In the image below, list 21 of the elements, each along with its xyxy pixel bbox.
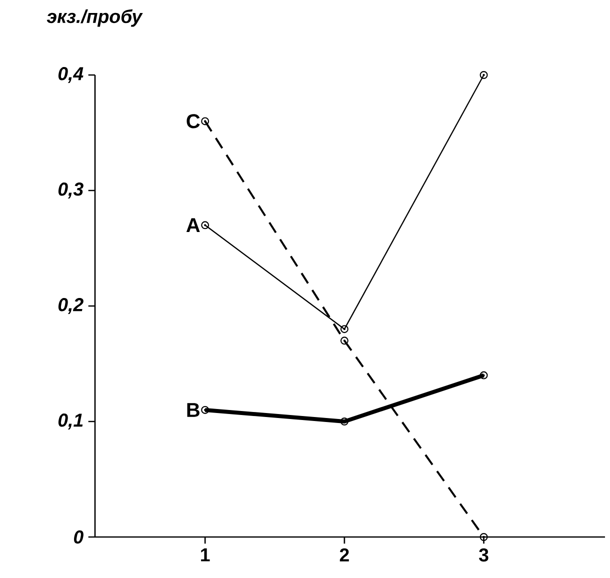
point xyxy=(201,221,210,230)
x-tick-label: 3 xyxy=(479,548,488,562)
point xyxy=(340,336,348,345)
point xyxy=(201,406,210,414)
y-axis-title: экз./пробу xyxy=(46,9,143,27)
point xyxy=(340,325,348,334)
point xyxy=(480,533,488,542)
x-tick-label: 1 xyxy=(201,548,210,562)
point xyxy=(201,117,210,126)
series-label: A xyxy=(186,218,200,232)
y-tick-label: 0,2 xyxy=(58,298,84,314)
y-tick-label: 0,4 xyxy=(58,67,84,83)
x-tick-label: 2 xyxy=(340,548,349,562)
point xyxy=(480,71,488,79)
y-tick-label: 0,3 xyxy=(58,182,84,198)
series-label: B xyxy=(187,403,200,417)
y-tick-label: 0 xyxy=(74,530,84,544)
series-label: C xyxy=(186,114,200,128)
point xyxy=(480,371,488,380)
point xyxy=(340,417,348,426)
y-tick-label: 0,1 xyxy=(58,414,83,430)
